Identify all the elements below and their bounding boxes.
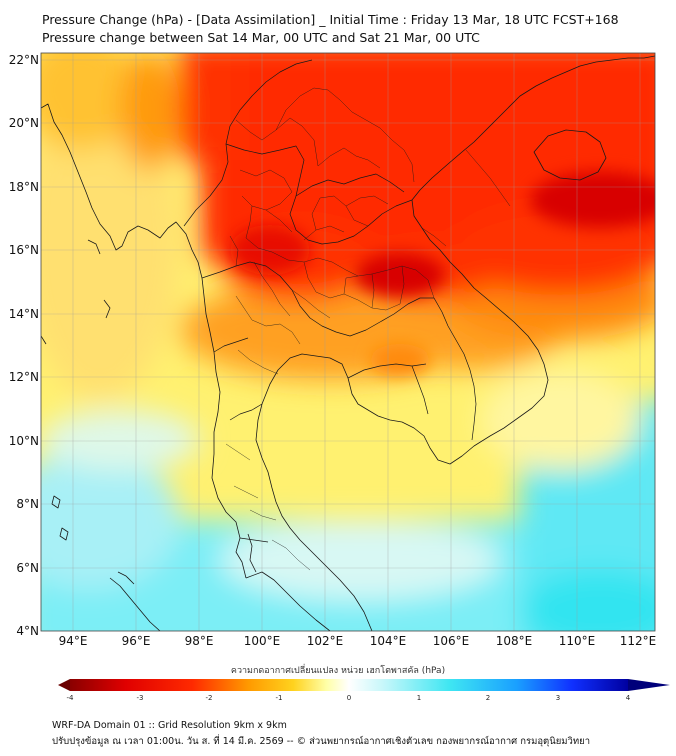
- lon-tick-label: 108°E: [496, 634, 533, 648]
- lon-tick-label: 110°E: [559, 634, 596, 648]
- colorbar-tick-label: -3: [137, 694, 144, 702]
- lat-tick-label: 12°N: [9, 370, 39, 384]
- lat-tick-labels: 4°N 6°N 8°N 10°N 12°N 14°N 16°N 18°N 20°…: [9, 53, 39, 638]
- colorbar-tick-label: -1: [276, 694, 283, 702]
- colorbar-label: ความกดอากาศเปลี่ยนแปลง หน่วย เฮกโตพาสคัล…: [230, 666, 446, 676]
- footer-model-info: WRF-DA Domain 01 :: Grid Resolution 9km …: [52, 720, 287, 731]
- colorbar-tick-label: 0: [347, 694, 351, 702]
- lon-tick-label: 106°E: [433, 634, 470, 648]
- lon-tick-label: 102°E: [307, 634, 344, 648]
- lat-tick-label: 22°N: [9, 53, 39, 67]
- lat-tick-label: 4°N: [16, 624, 39, 638]
- lon-tick-label: 94°E: [59, 634, 88, 648]
- colorbar-tick-label: 4: [626, 694, 631, 702]
- colorbar: -4 -3 -2 -1 0 1 2 3 4: [58, 679, 670, 702]
- map-title: Pressure Change (hPa) - [Data Assimilati…: [42, 12, 619, 27]
- map-subtitle: Pressure change between Sat 14 Mar, 00 U…: [42, 30, 480, 45]
- lon-tick-label: 104°E: [370, 634, 407, 648]
- colorbar-min-extend: [58, 679, 70, 691]
- coastlines: [41, 55, 655, 631]
- lon-tick-label: 96°E: [122, 634, 151, 648]
- lon-tick-label: 98°E: [185, 634, 214, 648]
- colorbar-gradient: [70, 679, 628, 691]
- lon-tick-label: 112°E: [620, 634, 657, 648]
- colorbar-ticks: -4 -3 -2 -1 0 1 2 3 4: [67, 694, 631, 702]
- colorbar-tick-label: -2: [206, 694, 213, 702]
- colorbar-tick-label: 2: [486, 694, 490, 702]
- lat-tick-label: 14°N: [9, 307, 39, 321]
- lon-tick-labels: 94°E 96°E 98°E 100°E 102°E 104°E 106°E 1…: [59, 634, 657, 648]
- lat-tick-label: 16°N: [9, 243, 39, 257]
- colorbar-tick-label: 3: [556, 694, 560, 702]
- province-borders: [225, 87, 511, 571]
- map-frame: [40, 52, 656, 632]
- pressure-field: [41, 53, 655, 631]
- footer-credit: ปรับปรุงข้อมูล ณ เวลา 01:00น. วัน ส. ที่…: [52, 736, 591, 747]
- colorbar-tick-label: -4: [67, 694, 75, 702]
- colorbar-max-extend: [628, 679, 670, 691]
- lat-tick-label: 6°N: [16, 561, 39, 575]
- lon-tick-label: 100°E: [244, 634, 281, 648]
- country-borders: [183, 59, 477, 543]
- lat-tick-label: 20°N: [9, 116, 39, 130]
- lat-tick-label: 18°N: [9, 180, 39, 194]
- lat-tick-label: 8°N: [16, 497, 39, 511]
- colorbar-tick-label: 1: [417, 694, 421, 702]
- lat-tick-label: 10°N: [9, 434, 39, 448]
